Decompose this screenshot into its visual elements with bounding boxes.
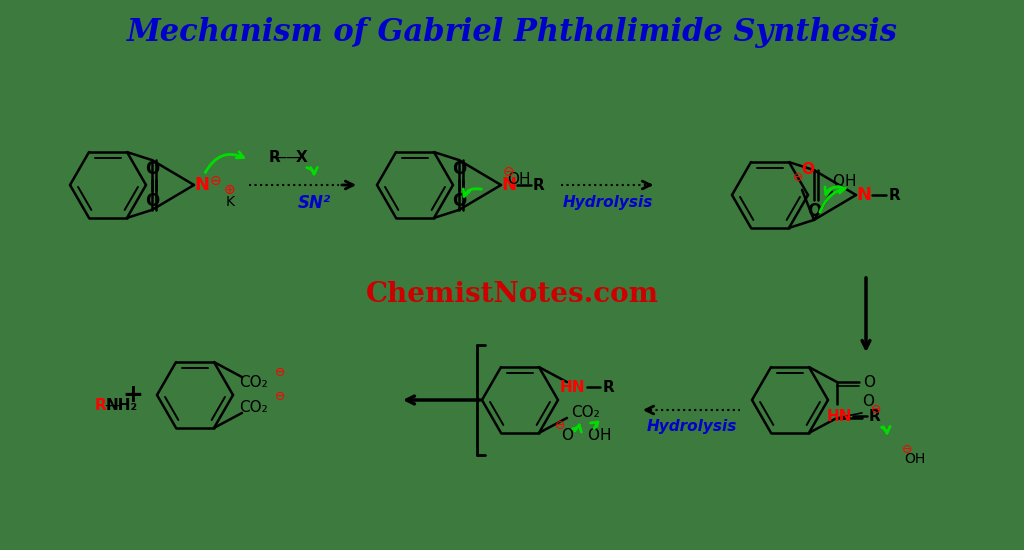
Text: N: N [856, 186, 871, 204]
Text: OH: OH [904, 452, 926, 466]
Text: Mechanism of Gabriel Phthalimide Synthesis: Mechanism of Gabriel Phthalimide Synthes… [127, 16, 897, 47]
Text: HN: HN [826, 409, 852, 424]
Text: HN: HN [559, 379, 585, 394]
Text: ⊖: ⊖ [870, 403, 882, 416]
Text: —: — [104, 398, 120, 412]
Text: N: N [195, 176, 210, 194]
Text: Hydrolysis: Hydrolysis [647, 419, 737, 433]
Text: ⊖: ⊖ [793, 172, 803, 184]
Text: R: R [94, 398, 105, 412]
Text: O: O [863, 375, 874, 389]
Text: O: O [452, 192, 466, 210]
Text: R: R [534, 178, 545, 192]
Text: O: O [807, 202, 821, 220]
Text: ⊖: ⊖ [210, 174, 222, 188]
Text: K: K [225, 195, 234, 209]
Text: O: O [144, 160, 159, 178]
Text: +: + [123, 383, 143, 407]
Text: R: R [888, 188, 900, 202]
Text: ⊖: ⊖ [902, 443, 912, 455]
Text: O: O [802, 162, 814, 178]
Text: R: R [602, 379, 613, 394]
Text: R: R [268, 150, 280, 164]
Text: H: H [599, 427, 610, 443]
Text: O: O [144, 192, 159, 210]
Text: CO₂: CO₂ [240, 375, 268, 389]
Text: ⊖: ⊖ [503, 165, 515, 179]
Text: ⊕: ⊕ [224, 183, 236, 197]
Text: ChemistNotes.com: ChemistNotes.com [366, 282, 658, 309]
Text: N: N [502, 176, 516, 194]
Text: O: O [862, 394, 874, 409]
Text: H: H [844, 174, 856, 189]
Text: ——: —— [271, 150, 302, 164]
Text: O: O [587, 427, 599, 443]
Text: ⊖: ⊖ [555, 419, 565, 432]
Text: X: X [296, 150, 308, 164]
Text: OH: OH [507, 172, 530, 188]
Text: CO₂: CO₂ [240, 400, 268, 415]
Text: CO₂: CO₂ [570, 405, 599, 420]
Text: NH₂: NH₂ [105, 398, 138, 412]
Text: O: O [831, 174, 844, 189]
Text: R: R [869, 409, 881, 424]
Text: SN²: SN² [297, 194, 331, 212]
Text: Hydrolysis: Hydrolysis [563, 195, 653, 211]
Text: ⊖: ⊖ [274, 390, 286, 403]
Text: ⊖: ⊖ [274, 366, 286, 378]
Text: O: O [452, 160, 466, 178]
Text: O: O [561, 427, 573, 443]
